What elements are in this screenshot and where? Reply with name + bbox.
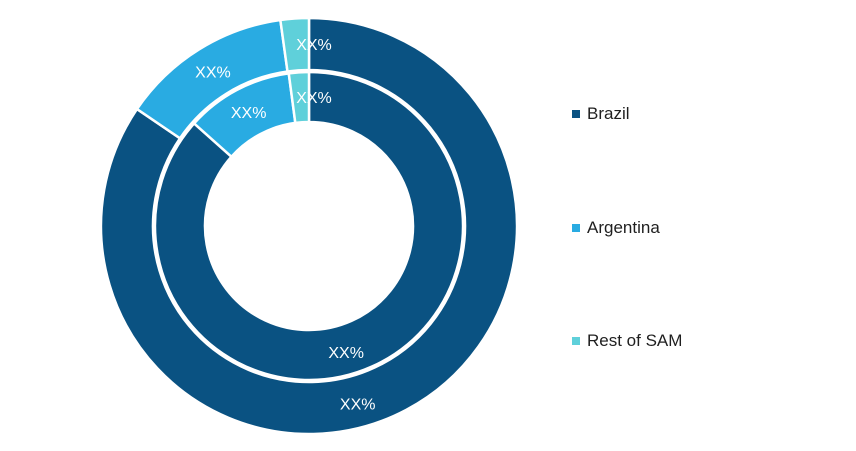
legend-label-brazil: Brazil bbox=[587, 104, 630, 123]
inner-label-brazil: XX% bbox=[328, 345, 364, 362]
legend: Brazil Argentina Rest of SAM bbox=[572, 0, 832, 451]
inner-label-rest-of-sam: XX% bbox=[296, 90, 332, 107]
legend-item-brazil: Brazil bbox=[572, 104, 630, 124]
outer-label-brazil: XX% bbox=[340, 397, 376, 414]
inner-label-argentina: XX% bbox=[231, 105, 267, 122]
outer-slice-brazil bbox=[99, 16, 519, 436]
inner-slice-rest-of-sam bbox=[287, 70, 311, 125]
legend-item-rest-of-sam: Rest of SAM bbox=[572, 331, 682, 351]
legend-swatch-brazil bbox=[572, 110, 580, 118]
outer-label-argentina: XX% bbox=[195, 64, 231, 81]
inner-slice-brazil bbox=[153, 70, 465, 382]
legend-item-argentina: Argentina bbox=[572, 218, 660, 238]
outer-label-rest-of-sam: XX% bbox=[296, 37, 332, 54]
legend-label-argentina: Argentina bbox=[587, 218, 660, 237]
legend-swatch-rest-of-sam bbox=[572, 337, 580, 345]
legend-label-rest-of-sam: Rest of SAM bbox=[587, 331, 683, 350]
legend-swatch-argentina bbox=[572, 224, 580, 232]
nested-donut-chart: XX% XX% XX% XX% XX% XX% bbox=[99, 16, 519, 436]
outer-slice-rest-of-sam bbox=[278, 16, 311, 73]
